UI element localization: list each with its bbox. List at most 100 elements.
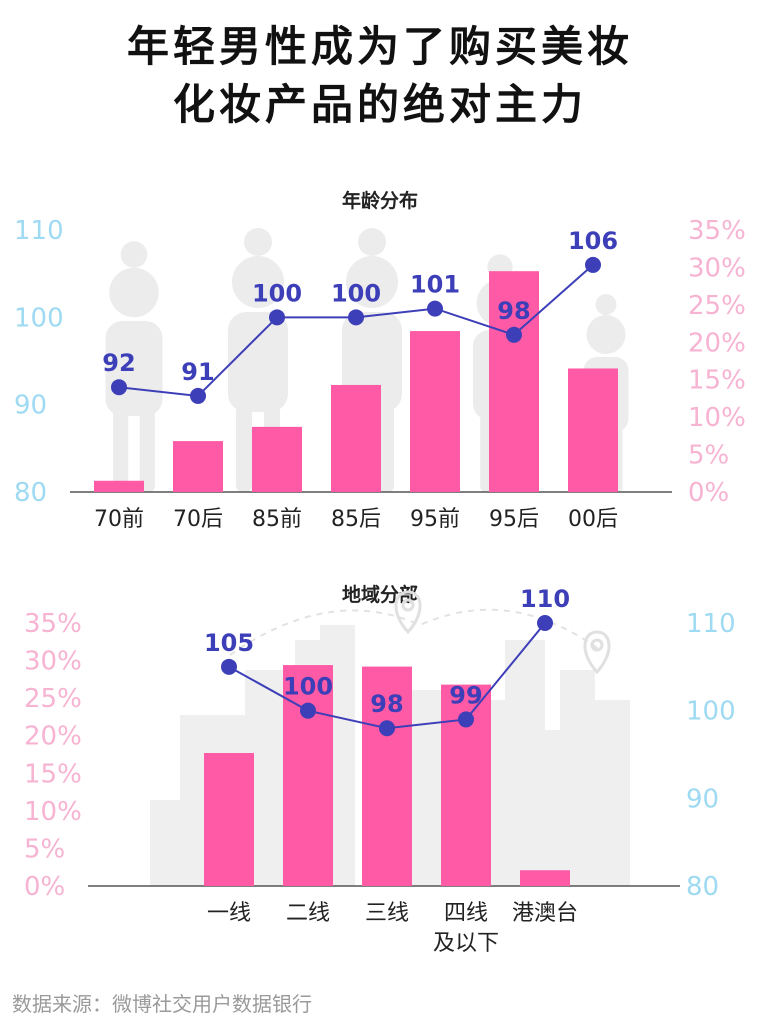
right-axis-tick-label: 10% xyxy=(688,403,746,433)
right-axis-tick-label: 35% xyxy=(688,216,746,246)
category-label: 港澳台 xyxy=(512,901,578,926)
person-leg xyxy=(378,402,394,492)
index-value-label: 91 xyxy=(181,358,214,386)
right-axis-tick-label: 100 xyxy=(686,697,736,727)
right-axis-tick-label: 80 xyxy=(686,872,719,902)
location-pin-icon xyxy=(583,630,611,675)
pin-outline xyxy=(583,630,611,675)
region-distribution-chart: 35% 30% 25% 20% 15% 10% 5% 0% 110 100 90 80 一线 二线 三线 四线… xyxy=(24,585,736,956)
index-value-label: 92 xyxy=(102,349,135,377)
index-value-label: 105 xyxy=(204,629,254,657)
category-label: 85后 xyxy=(331,507,381,532)
left-axis-tick-label: 100 xyxy=(14,303,64,333)
bar xyxy=(520,870,570,886)
person-body xyxy=(228,312,288,412)
building-shape xyxy=(505,640,545,886)
category-label: 三线 xyxy=(365,901,409,926)
headline: 年轻男性成为了购买美妆 化妆产品的绝对主力 xyxy=(0,18,760,134)
right-axis-tick-label: 90 xyxy=(686,784,719,814)
index-point xyxy=(300,702,316,719)
category-label: 95前 xyxy=(410,507,460,532)
left-axis-tick-label: 110 xyxy=(14,216,64,246)
person-head xyxy=(232,256,284,308)
index-value-label: 100 xyxy=(252,279,302,307)
left-axis-tick-label: 10% xyxy=(24,797,82,827)
index-point xyxy=(221,658,237,675)
building-shape xyxy=(590,700,630,886)
category-label: 85前 xyxy=(252,507,302,532)
category-label: 00后 xyxy=(568,507,618,532)
category-label: 一线 xyxy=(207,901,251,926)
index-point xyxy=(427,300,443,317)
index-value-label: 100 xyxy=(283,673,333,701)
person-leg xyxy=(236,402,252,492)
headline-line-2: 化妆产品的绝对主力 xyxy=(172,80,587,129)
person-head xyxy=(346,256,398,308)
bar xyxy=(204,752,254,886)
person-leg xyxy=(113,406,129,492)
left-axis-tick-label: 35% xyxy=(24,609,82,639)
building-shape xyxy=(560,670,595,886)
left-axis-tick-label: 30% xyxy=(24,647,82,677)
index-value-label: 99 xyxy=(449,681,482,709)
location-pin-icon xyxy=(394,590,422,635)
category-label: 70后 xyxy=(173,507,223,532)
pin-dot xyxy=(401,598,415,612)
left-axis-tick-label: 15% xyxy=(24,759,82,789)
bar xyxy=(568,368,618,492)
person-leg xyxy=(139,406,155,492)
category-label: 95后 xyxy=(489,507,539,532)
pin-dot xyxy=(590,638,604,652)
left-axis-tick-label: 25% xyxy=(24,684,82,714)
left-axis-tick-label: 0% xyxy=(24,872,65,902)
category-label: 四线 xyxy=(444,901,488,926)
index-value-label: 101 xyxy=(410,271,460,299)
person-hair-bun xyxy=(595,294,617,315)
index-point xyxy=(190,387,206,404)
age-chart-title: 年龄分布 xyxy=(341,190,418,212)
headline-line-1: 年轻男性成为了购买美妆 xyxy=(126,22,633,71)
bar xyxy=(94,480,144,492)
right-axis-tick-label: 25% xyxy=(688,291,746,321)
index-value-label: 98 xyxy=(497,297,530,325)
person-head xyxy=(586,315,626,354)
bar xyxy=(410,331,460,492)
category-label: 及以下 xyxy=(433,931,499,956)
index-point xyxy=(585,256,601,273)
index-value-label: 106 xyxy=(568,227,618,255)
index-point xyxy=(458,711,474,728)
left-axis-tick-label: 90 xyxy=(14,391,47,421)
left-axis-tick-label: 80 xyxy=(14,478,47,508)
person-hair-bun xyxy=(120,241,148,268)
right-axis-tick-label: 15% xyxy=(688,366,746,396)
index-point xyxy=(506,326,522,343)
data-source-note: 数据来源：微博社交用户数据银行 xyxy=(12,992,312,1016)
left-axis-tick-label: 5% xyxy=(24,834,65,864)
left-axis-tick-label: 20% xyxy=(24,722,82,752)
index-point xyxy=(111,379,127,396)
right-axis-tick-label: 20% xyxy=(688,328,746,358)
right-axis-tick-label: 30% xyxy=(688,253,746,283)
right-axis-tick-label: 5% xyxy=(688,441,729,471)
right-axis-tick-label: 0% xyxy=(688,478,729,508)
pin-outline xyxy=(394,590,422,635)
age-distribution-chart: 110 100 90 80 35% 30% 25% 20% 15% 10% 5% 0% 70前 70后 85… xyxy=(14,216,746,532)
bar xyxy=(362,666,412,886)
index-point xyxy=(269,309,285,326)
category-label: 70前 xyxy=(94,507,144,532)
index-point xyxy=(537,615,553,631)
bar xyxy=(252,426,302,492)
index-point xyxy=(348,309,364,326)
person-head xyxy=(109,267,159,318)
person-hair-bun xyxy=(358,228,386,256)
region-chart-title: 地域分部 xyxy=(341,584,418,606)
index-value-label: 98 xyxy=(370,690,403,718)
bar xyxy=(489,271,539,492)
index-point xyxy=(379,720,395,737)
bar xyxy=(173,441,223,492)
index-value-label: 100 xyxy=(331,279,381,307)
right-axis-tick-label: 110 xyxy=(686,609,736,639)
person-hair-bun xyxy=(244,228,272,256)
category-label: 二线 xyxy=(286,901,330,926)
bar xyxy=(331,384,381,492)
